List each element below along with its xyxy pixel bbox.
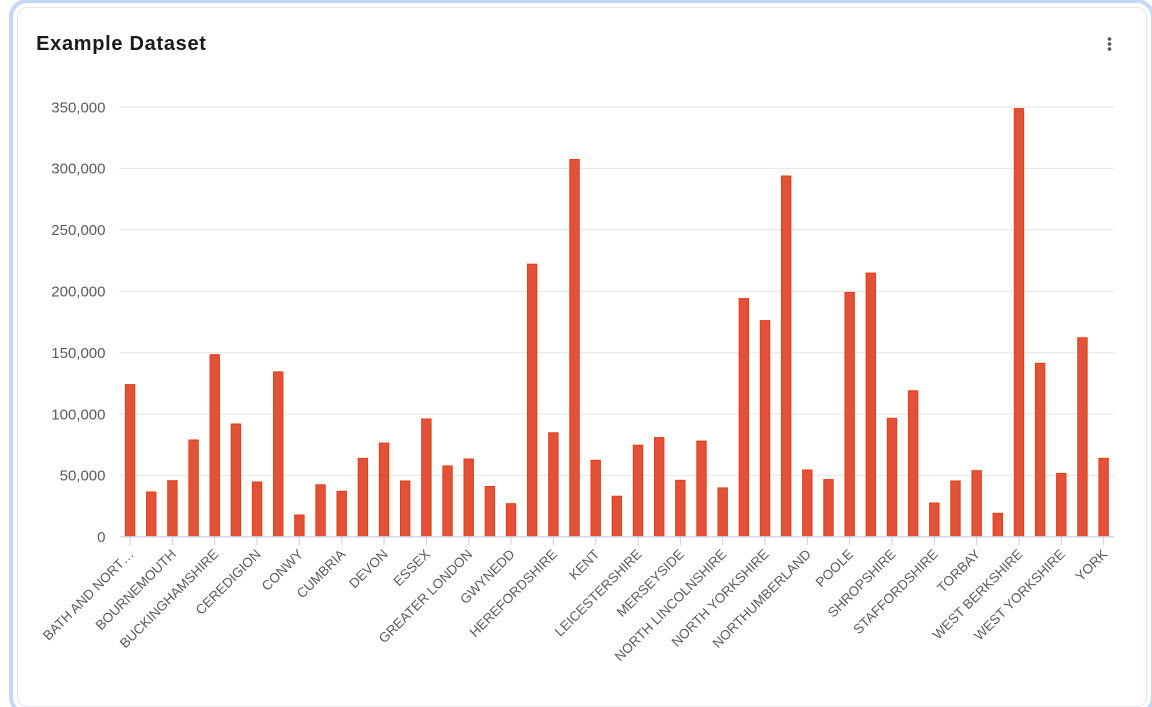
svg-text:100,000: 100,000 (51, 406, 105, 423)
svg-text:200,000: 200,000 (51, 284, 105, 301)
svg-text:DEVON: DEVON (346, 547, 391, 592)
svg-text:STAFFORDSHIRE: STAFFORDSHIRE (850, 547, 941, 638)
svg-text:KENT: KENT (566, 547, 602, 583)
svg-text:BOURNEMOUTH: BOURNEMOUTH (93, 547, 179, 633)
svg-text:350,000: 350,000 (51, 99, 105, 116)
svg-text:150,000: 150,000 (51, 345, 105, 362)
svg-text:YORK: YORK (1073, 547, 1111, 585)
svg-text:250,000: 250,000 (51, 222, 105, 239)
svg-text:ESSEX: ESSEX (391, 547, 433, 589)
svg-text:0: 0 (97, 529, 105, 546)
svg-text:300,000: 300,000 (51, 161, 105, 178)
svg-text:50,000: 50,000 (60, 468, 106, 485)
